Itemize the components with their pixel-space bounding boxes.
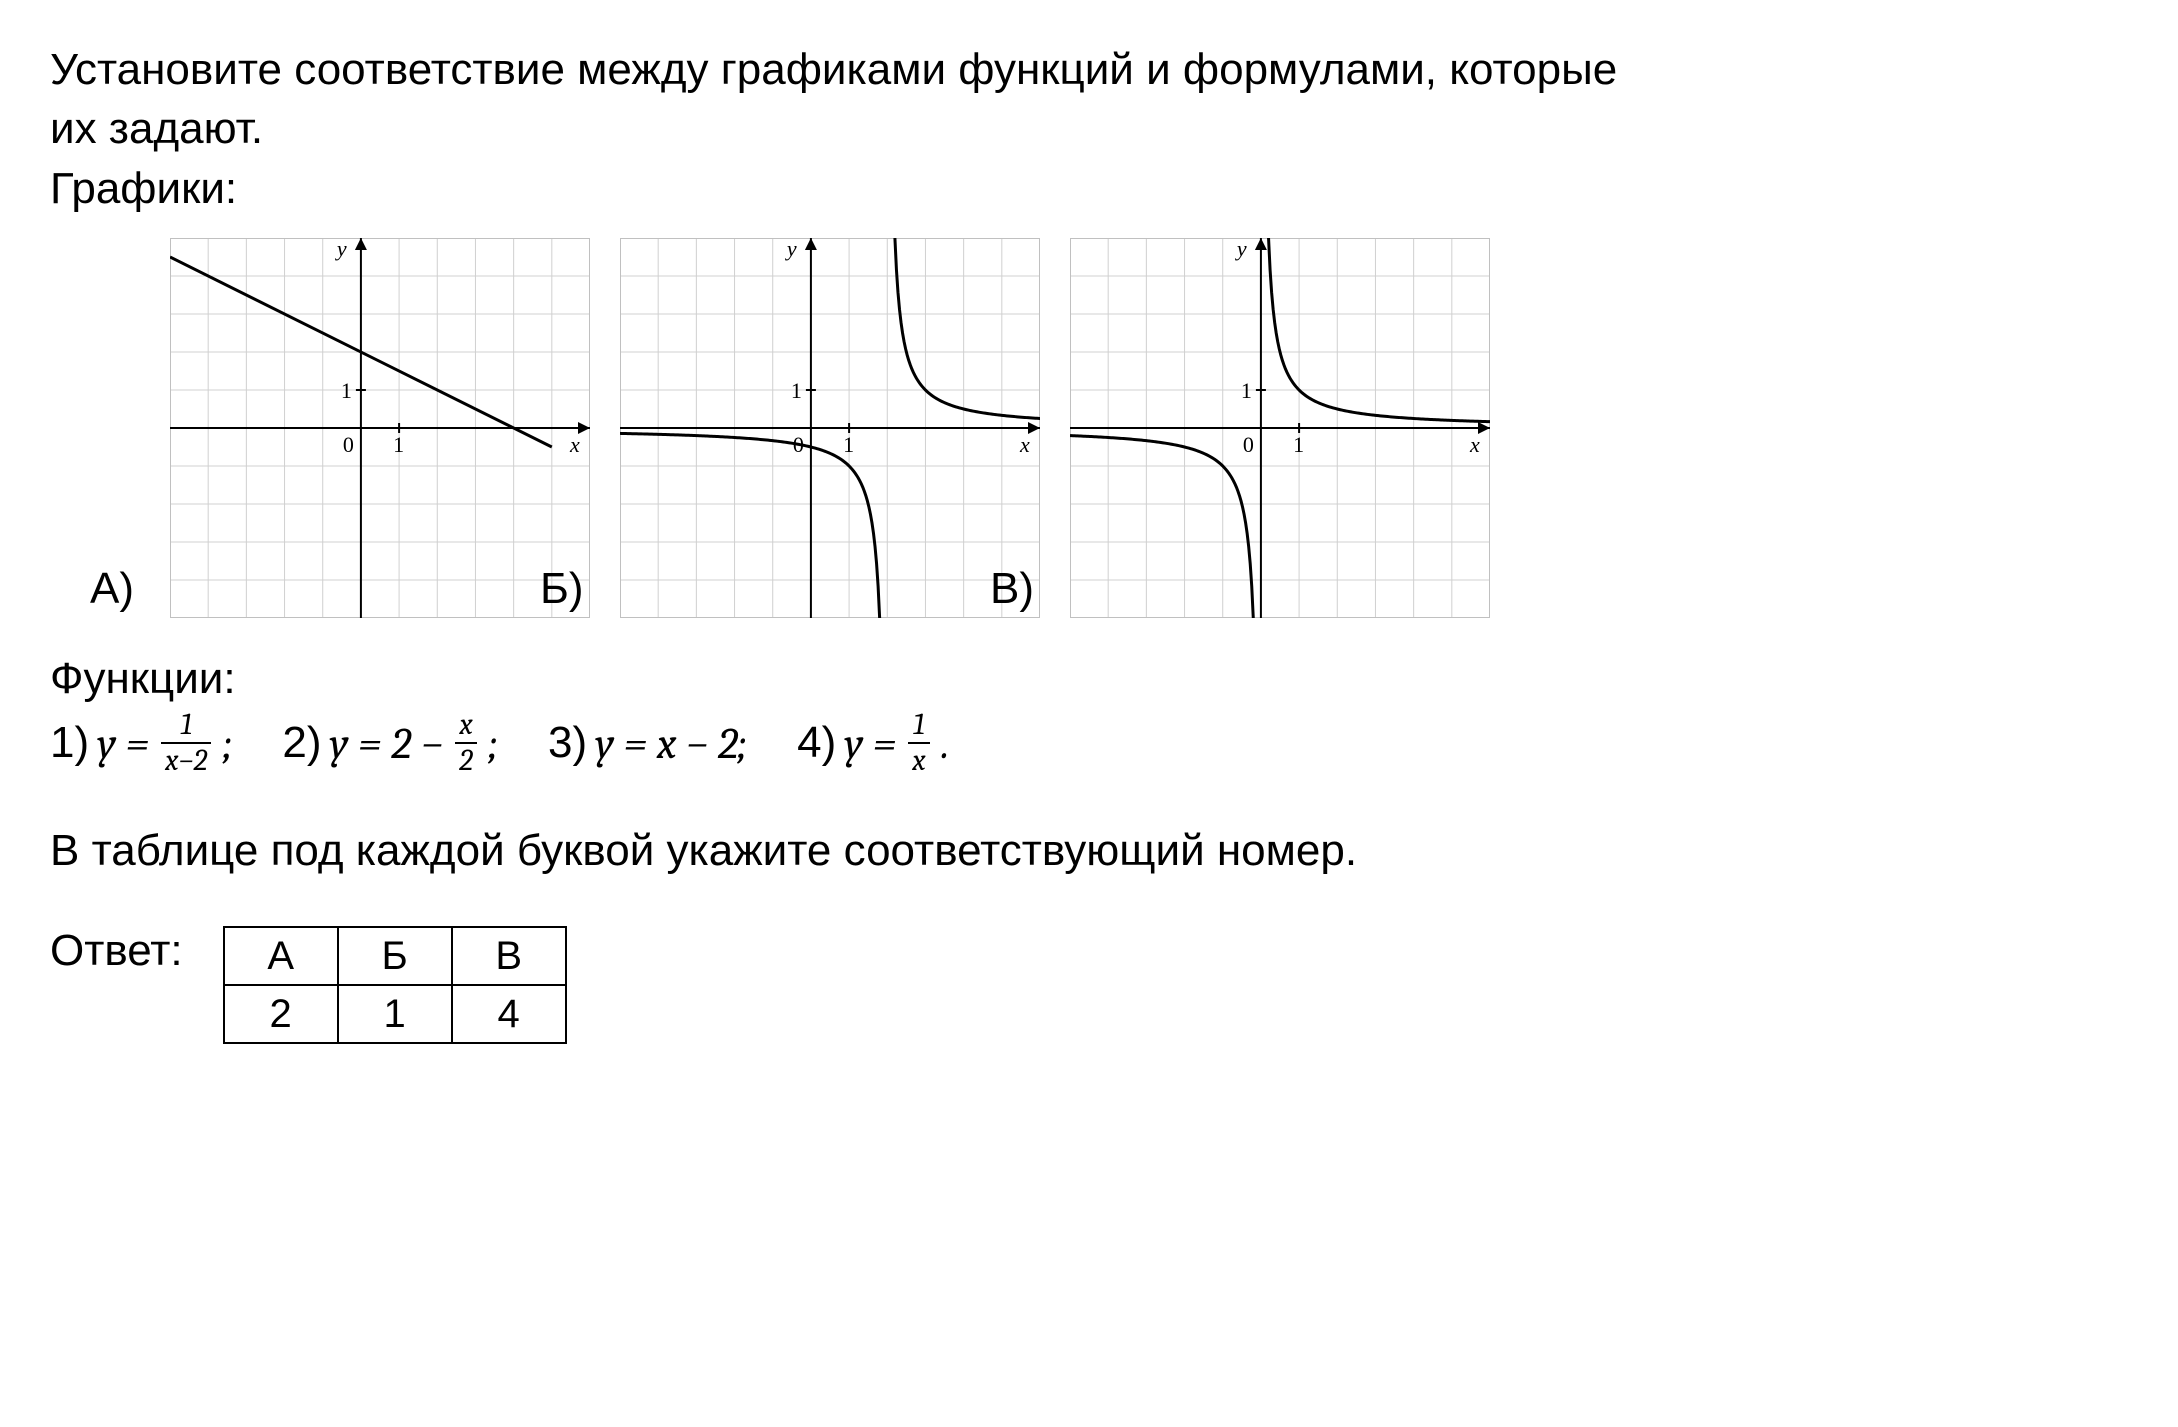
answer-value-cell: 1 (338, 985, 452, 1043)
fraction-numerator: 1 (909, 710, 929, 742)
svg-text:y: y (1235, 238, 1247, 261)
function-item: 1)y = 1 x−2 ; (50, 710, 232, 776)
function-suffix: ; (223, 718, 232, 769)
fraction-denominator: x−2 (161, 742, 211, 776)
fraction: 1 x−2 (161, 710, 211, 776)
functions-line: 1)y = 1 x−2 ;2)y = 2 − x 2 ;3)y = x − 2;… (50, 710, 2128, 776)
graph-plot: 011xy (620, 238, 1040, 618)
svg-text:0: 0 (343, 432, 354, 457)
svg-text:0: 0 (1243, 432, 1254, 457)
fraction: x 2 (455, 710, 477, 776)
function-item: 3)y = x − 2; (548, 718, 747, 769)
task-line-1: Установите соответствие между графиками … (50, 40, 2128, 99)
fraction-denominator: 2 (455, 742, 477, 776)
answer-value-cell: 4 (452, 985, 566, 1043)
functions-heading: Функции: (50, 654, 2128, 704)
task-text: Установите соответствие между графиками … (50, 40, 2128, 218)
svg-text:y: y (335, 238, 347, 261)
answer-row: Ответ: АБВ 214 (50, 926, 2128, 1044)
answer-header-cell: В (452, 927, 566, 985)
svg-text:y: y (785, 238, 797, 261)
answer-label: Ответ: (50, 926, 183, 976)
function-prefix: y = 2 − (330, 718, 444, 769)
instruction-text: В таблице под каждой буквой укажите соот… (50, 826, 2128, 876)
svg-text:x: x (569, 432, 580, 457)
graph-block: 011xy В) (1070, 238, 1490, 624)
graph-letter: В) (990, 564, 1034, 624)
answer-header-cell: А (224, 927, 338, 985)
function-prefix: y = (97, 718, 149, 769)
svg-text:1: 1 (393, 432, 404, 457)
function-item: 4)y = 1 x . (797, 710, 950, 776)
svg-text:x: x (1019, 432, 1030, 457)
task-line-2: их задают. (50, 99, 2128, 158)
svg-text:1: 1 (1241, 378, 1252, 403)
fraction-numerator: 1 (176, 710, 196, 742)
function-number: 1) (50, 718, 89, 768)
function-expression: y = x − 2; (595, 718, 747, 769)
function-number: 3) (548, 718, 587, 768)
fraction: 1 x (908, 710, 929, 776)
answer-header-cell: Б (338, 927, 452, 985)
graph-plot: 0 1 1 x y (1070, 238, 1490, 618)
graph-block: 011xy А) (170, 238, 590, 624)
graph-plot: 0 1 1 x y (170, 238, 590, 618)
graph-letter: Б) (540, 564, 584, 624)
fraction-denominator: x (908, 742, 929, 776)
svg-text:1: 1 (341, 378, 352, 403)
function-suffix: ; (489, 718, 498, 769)
answer-table: АБВ 214 (223, 926, 567, 1044)
svg-text:1: 1 (843, 432, 854, 457)
function-number: 2) (282, 718, 321, 768)
graphs-row: 011xy А) 011xy Б) 011xy В) (170, 238, 2128, 624)
answer-value-cell: 2 (224, 985, 338, 1043)
function-prefix: y = (844, 718, 896, 769)
task-line-3: Графики: (50, 159, 2128, 218)
graph-block: 011xy Б) (620, 238, 1040, 624)
function-number: 4) (797, 718, 836, 768)
svg-text:1: 1 (1293, 432, 1304, 457)
function-item: 2)y = 2 − x 2 ; (282, 710, 498, 776)
function-suffix: . (942, 718, 950, 769)
svg-text:1: 1 (791, 378, 802, 403)
fraction-numerator: x (455, 710, 476, 742)
graph-letter: А) (90, 564, 134, 624)
svg-text:x: x (1469, 432, 1480, 457)
